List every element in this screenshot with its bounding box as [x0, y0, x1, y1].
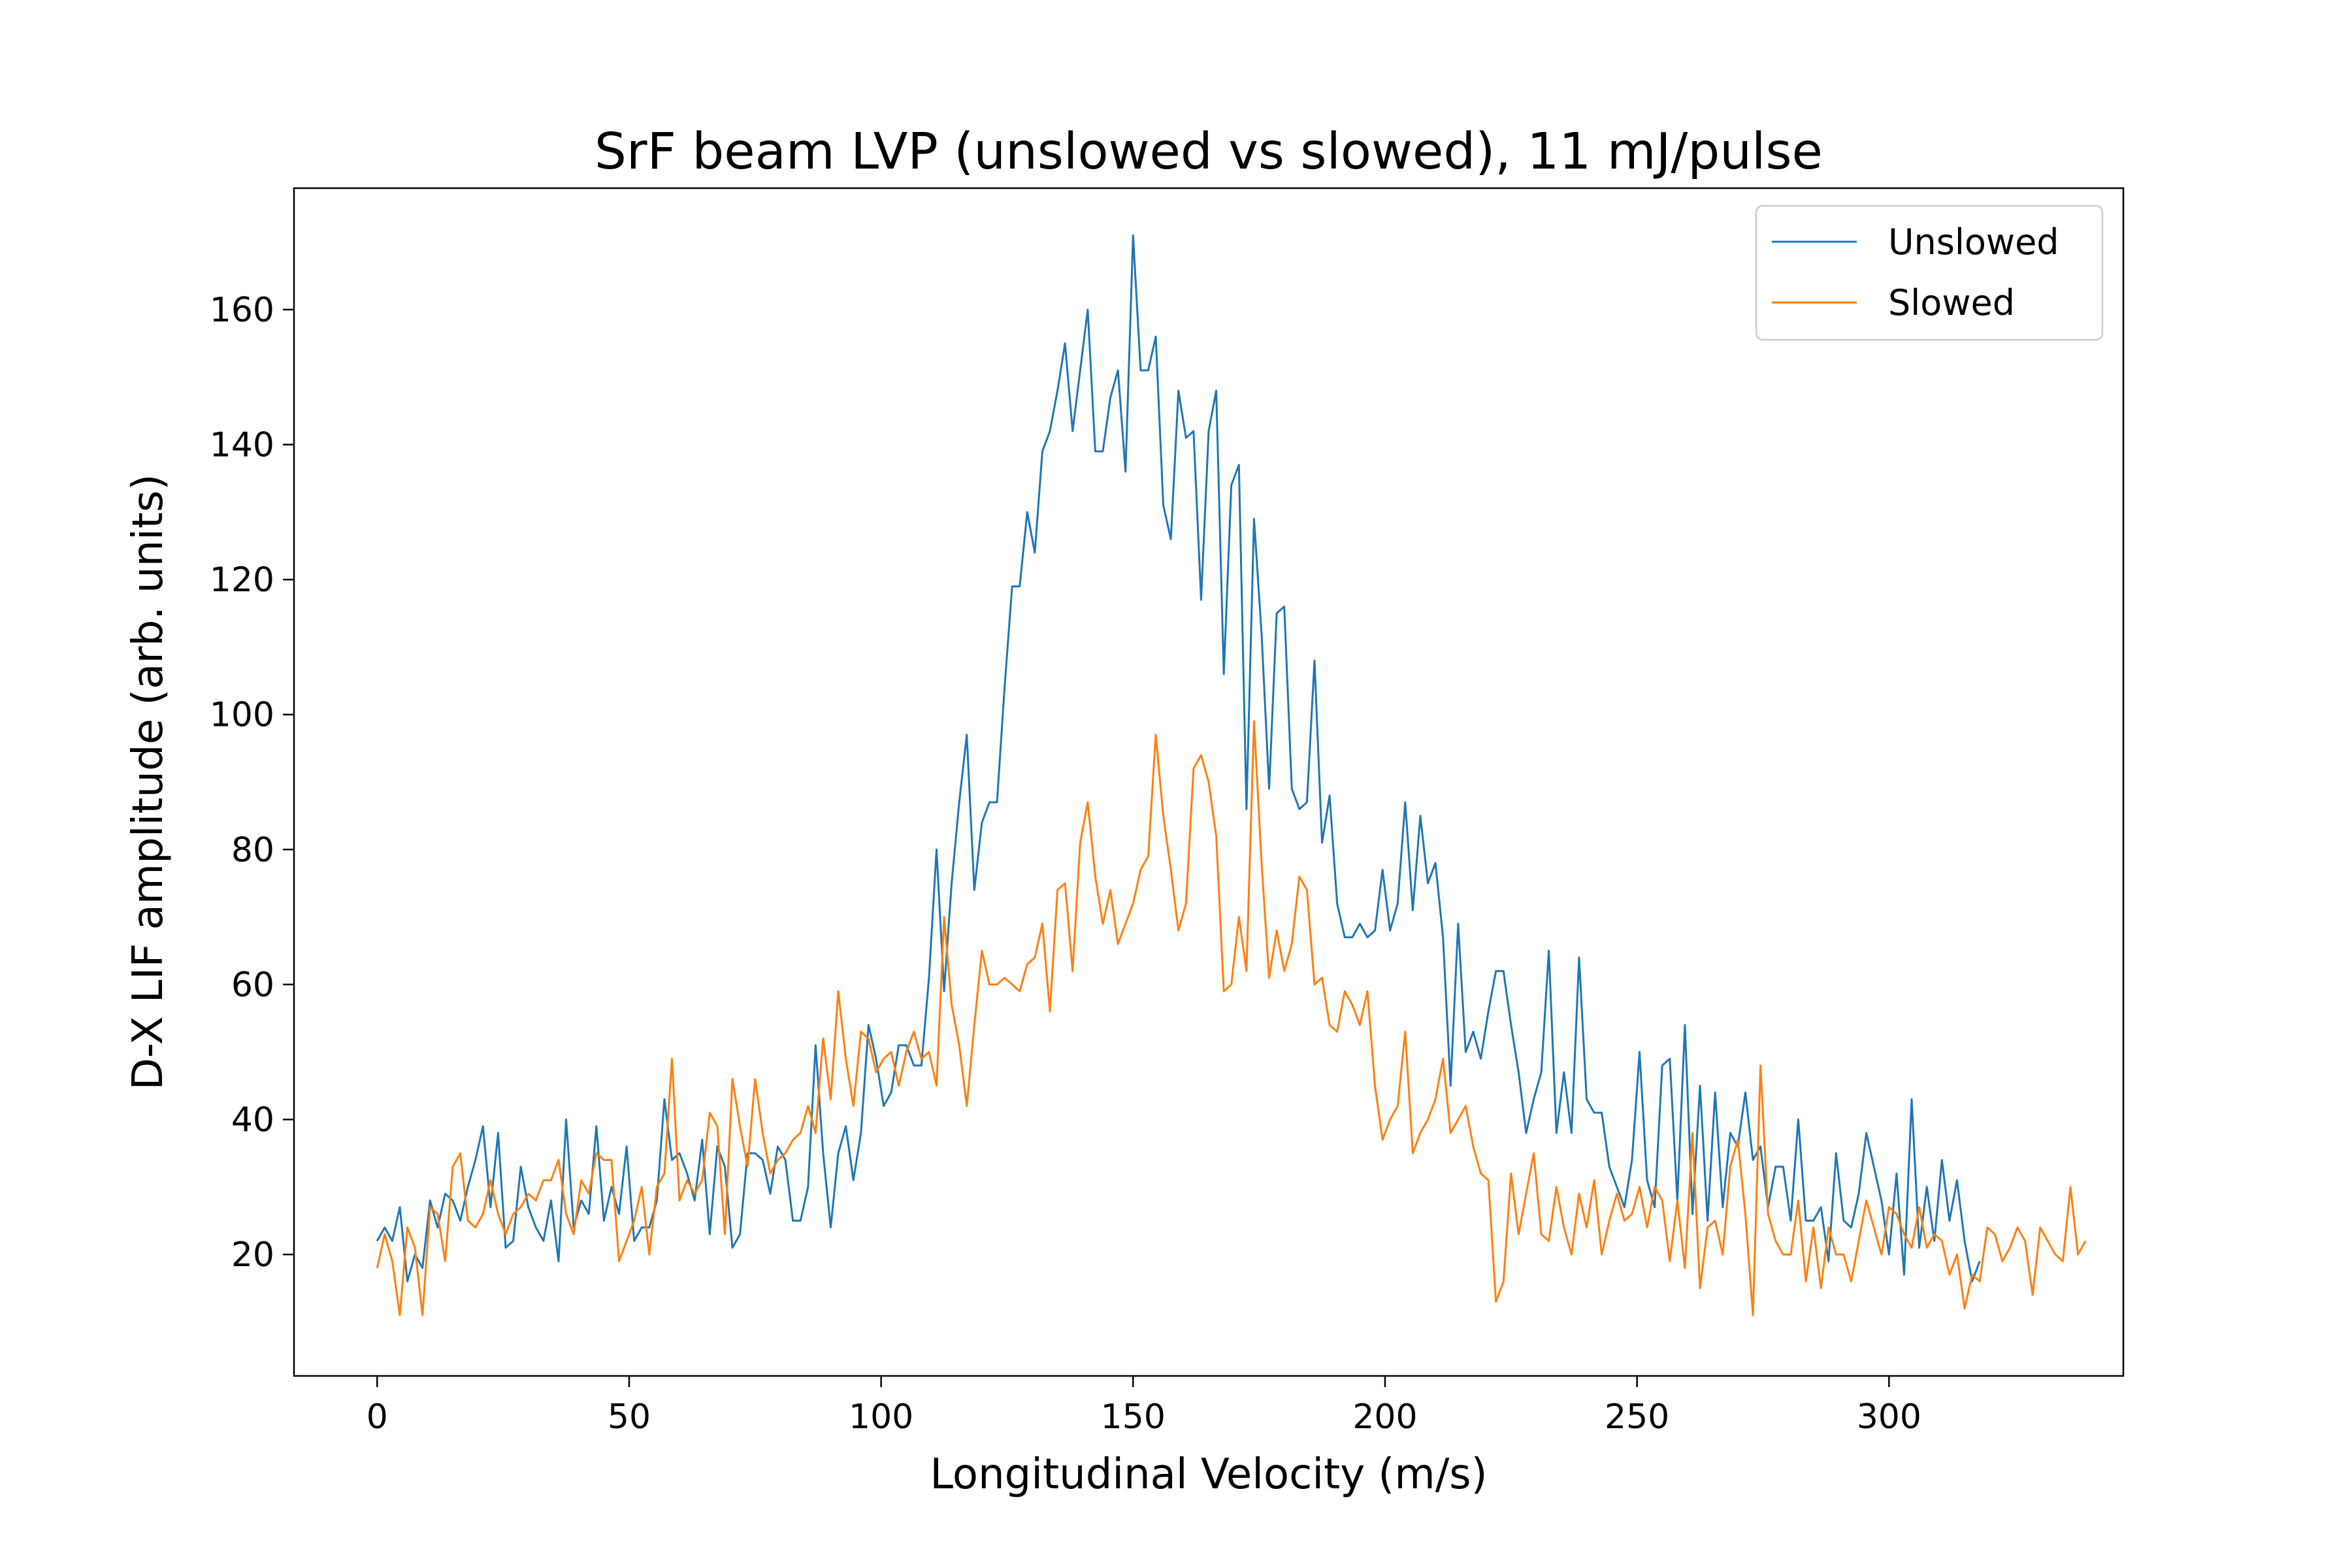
- y-tick-label: 80: [231, 830, 274, 870]
- plot-area-frame: [293, 187, 2125, 1377]
- series-line-unslowed: [376, 234, 1981, 1282]
- x-axis-label: Longitudinal Velocity (m/s): [930, 1450, 1487, 1499]
- x-tick-label: 100: [849, 1397, 913, 1437]
- x-tick-label: 0: [367, 1397, 388, 1437]
- y-tick-label: 40: [231, 1100, 274, 1139]
- x-axis-ticks: 0 50 100 150 200 250 300: [367, 1376, 1921, 1437]
- series-line-slowed: [376, 720, 2087, 1316]
- y-tick-label: 160: [210, 291, 274, 330]
- y-tick-label: 20: [231, 1235, 274, 1275]
- legend-box: [1755, 204, 2104, 341]
- x-tick-label: 300: [1857, 1397, 1921, 1437]
- legend: Unslowed Slowed: [1755, 204, 2104, 341]
- y-axis-ticks: 20 40 60 80 100 120 140 160: [210, 291, 294, 1275]
- series-layer: [376, 234, 2087, 1316]
- x-tick-label: 250: [1605, 1397, 1669, 1437]
- y-tick-label: 100: [210, 696, 274, 735]
- x-tick-label: 200: [1352, 1397, 1417, 1437]
- y-tick-label: 140: [210, 426, 274, 465]
- y-tick-label: 120: [210, 561, 274, 600]
- chart-title: SrF beam LVP (unslowed vs slowed), 11 mJ…: [595, 123, 1823, 181]
- x-tick-label: 150: [1101, 1397, 1166, 1437]
- x-tick-label: 50: [608, 1397, 651, 1437]
- legend-label-unslowed: Unslowed: [1888, 221, 2059, 263]
- legend-label-slowed: Slowed: [1888, 282, 2015, 323]
- y-tick-label: 60: [231, 966, 274, 1005]
- y-axis-label: D-X LIF amplitude (arb. units): [124, 474, 172, 1090]
